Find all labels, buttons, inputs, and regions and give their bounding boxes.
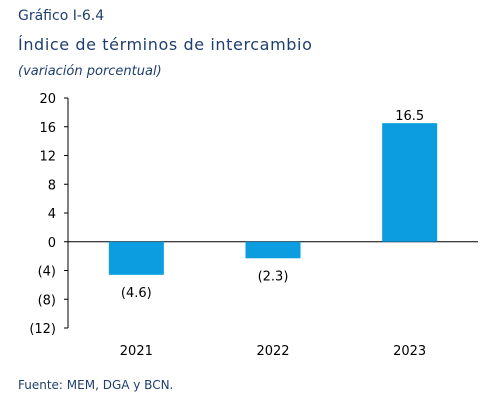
x-tick-label: 2023 — [393, 344, 426, 359]
y-tick-label: 16 — [39, 121, 56, 136]
chart-subtitle: (variación porcentual) — [18, 64, 162, 79]
data-label-2023: 16.5 — [395, 109, 424, 124]
bar-chart: 20 16 12 8 4 0 (4) (8) (12) 2021 (4.6) 2022 (2.3) 202… — [29, 92, 478, 359]
data-label-2021: (4.6) — [121, 286, 152, 301]
x-tick-label: 2021 — [120, 344, 153, 359]
bar-2022 — [245, 241, 301, 259]
y-tick-label: 20 — [39, 92, 56, 107]
y-tick-label: (4) — [38, 265, 56, 280]
y-tick-label: (8) — [38, 293, 56, 308]
figure-number: Gráfico I-6.4 — [18, 8, 105, 24]
bar-2023 — [382, 123, 438, 242]
y-tick-label: 12 — [39, 150, 56, 165]
y-tick-label: 0 — [48, 236, 56, 251]
y-tick-label: (12) — [29, 322, 56, 337]
x-tick-label: 2022 — [256, 344, 289, 359]
y-tick-label: 8 — [48, 178, 56, 193]
source-note: Fuente: MEM, DGA y BCN. — [18, 378, 174, 392]
chart-title: Índice de términos de intercambio — [18, 35, 313, 54]
y-tick-label: 4 — [48, 207, 56, 222]
bar-2021 — [108, 241, 164, 275]
data-label-2022: (2.3) — [258, 269, 289, 284]
